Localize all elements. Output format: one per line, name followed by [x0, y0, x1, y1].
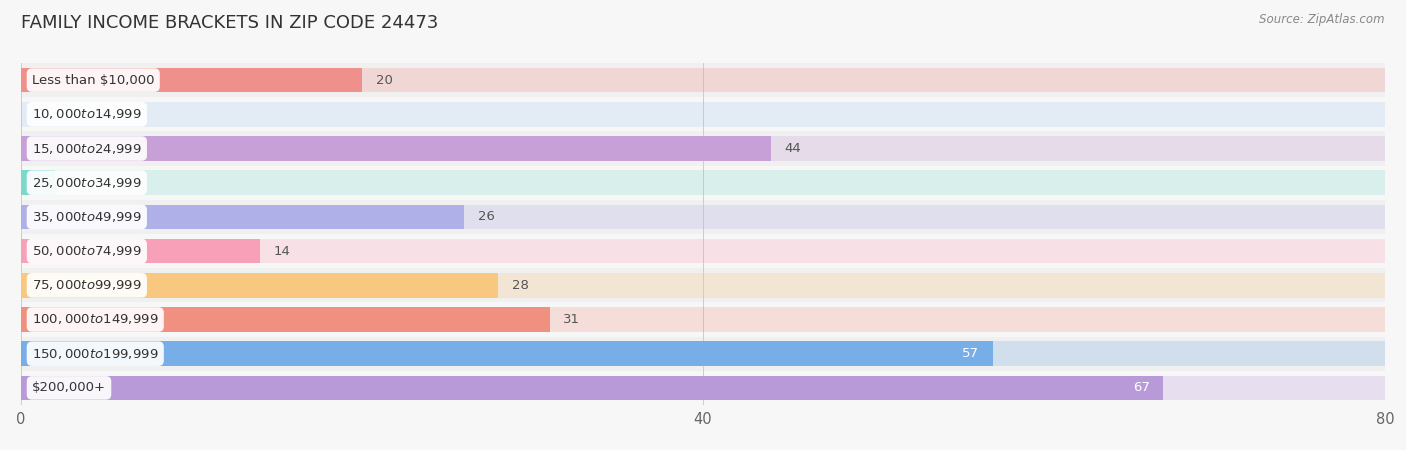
- Bar: [21, 131, 1385, 166]
- Text: $50,000 to $74,999: $50,000 to $74,999: [32, 244, 142, 258]
- Text: $25,000 to $34,999: $25,000 to $34,999: [32, 176, 142, 190]
- Bar: [21, 239, 260, 263]
- Bar: [21, 273, 1385, 297]
- Bar: [21, 268, 1385, 302]
- Bar: [21, 166, 1385, 200]
- Text: Source: ZipAtlas.com: Source: ZipAtlas.com: [1260, 14, 1385, 27]
- Bar: [21, 200, 1385, 234]
- Bar: [21, 307, 550, 332]
- Text: 14: 14: [273, 245, 290, 257]
- Bar: [21, 342, 1385, 366]
- Bar: [21, 136, 772, 161]
- Text: FAMILY INCOME BRACKETS IN ZIP CODE 24473: FAMILY INCOME BRACKETS IN ZIP CODE 24473: [21, 14, 439, 32]
- Bar: [21, 205, 464, 229]
- Text: $10,000 to $14,999: $10,000 to $14,999: [32, 107, 142, 122]
- Text: 57: 57: [962, 347, 979, 360]
- Text: 31: 31: [564, 313, 581, 326]
- Bar: [21, 371, 1385, 405]
- Bar: [21, 68, 1385, 92]
- Bar: [21, 68, 363, 92]
- Text: $35,000 to $49,999: $35,000 to $49,999: [32, 210, 142, 224]
- Text: $200,000+: $200,000+: [32, 382, 105, 394]
- Text: 67: 67: [1133, 382, 1150, 394]
- Text: 20: 20: [375, 74, 392, 86]
- Bar: [21, 239, 1385, 263]
- Bar: [21, 136, 1385, 161]
- Bar: [21, 337, 1385, 371]
- Bar: [21, 376, 1163, 400]
- Bar: [21, 97, 1385, 131]
- Text: 2: 2: [69, 176, 77, 189]
- Bar: [21, 171, 1385, 195]
- Text: $75,000 to $99,999: $75,000 to $99,999: [32, 278, 142, 293]
- Bar: [21, 273, 499, 297]
- Text: 0: 0: [35, 108, 44, 121]
- Bar: [21, 63, 1385, 97]
- Text: $100,000 to $149,999: $100,000 to $149,999: [32, 312, 159, 327]
- Bar: [21, 102, 1385, 126]
- Bar: [21, 307, 1385, 332]
- Text: $150,000 to $199,999: $150,000 to $199,999: [32, 346, 159, 361]
- Bar: [21, 376, 1385, 400]
- Bar: [21, 342, 993, 366]
- Bar: [21, 205, 1385, 229]
- Bar: [21, 302, 1385, 337]
- Text: 28: 28: [512, 279, 529, 292]
- Bar: [21, 234, 1385, 268]
- Text: $15,000 to $24,999: $15,000 to $24,999: [32, 141, 142, 156]
- Text: 44: 44: [785, 142, 801, 155]
- Text: Less than $10,000: Less than $10,000: [32, 74, 155, 86]
- Text: 26: 26: [478, 211, 495, 223]
- Bar: [21, 171, 55, 195]
